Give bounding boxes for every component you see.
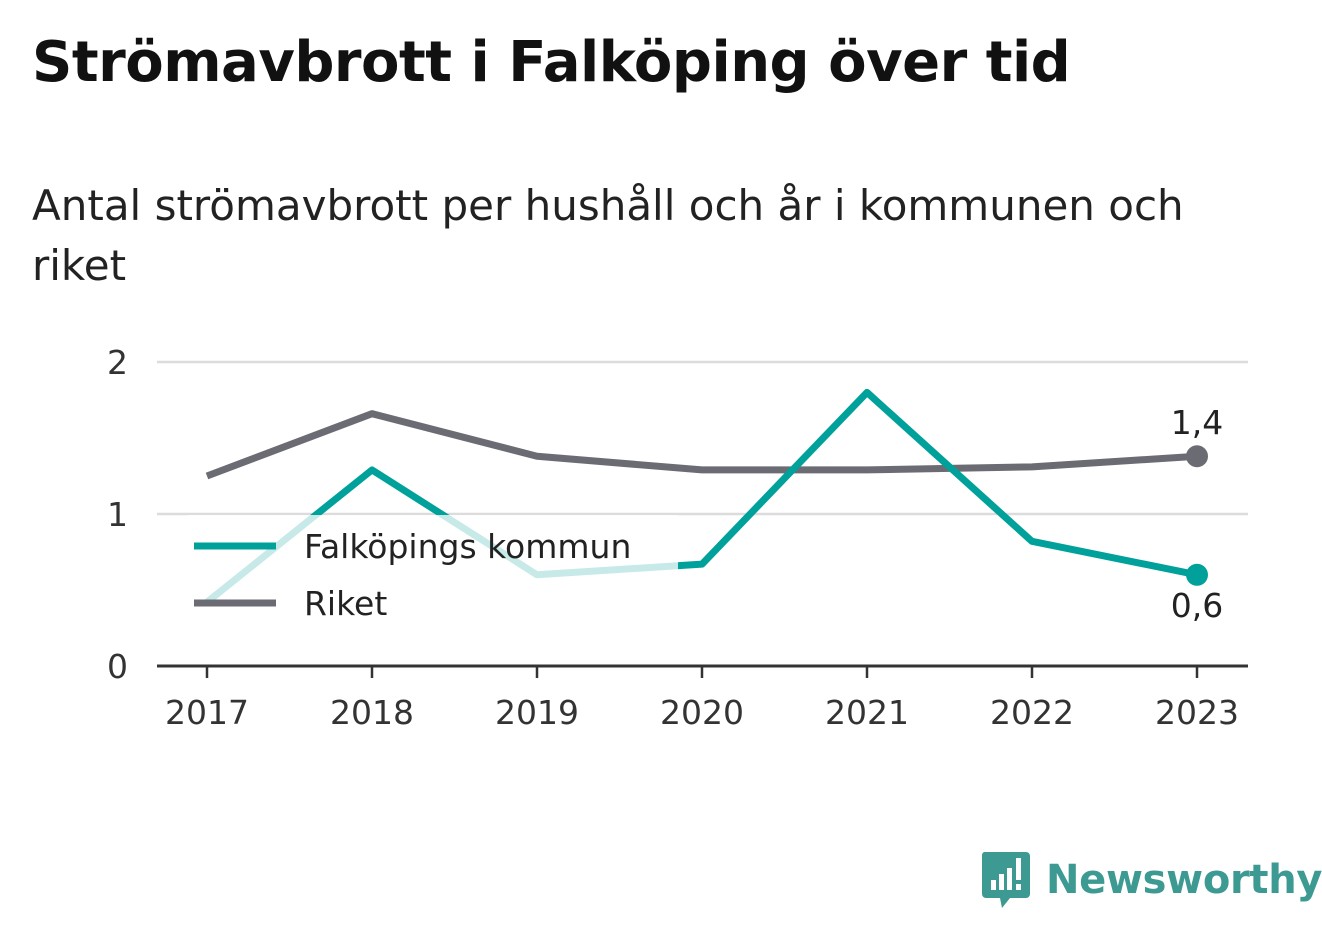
x-tick-label: 2021 [825, 693, 909, 732]
chart-subtitle: Antal strömavbrott per hushåll och år i … [32, 181, 1184, 290]
y-gridlines [157, 360, 1248, 516]
end-marker [1186, 445, 1208, 468]
y-tick-label: 1 [107, 495, 128, 534]
chart-title: Strömavbrott i Falköping över tid [32, 30, 1071, 95]
x-tick-label: 2017 [165, 693, 249, 732]
x-tick-label: 2023 [1155, 693, 1239, 732]
legend: Falköpings kommun Riket [188, 515, 678, 633]
x-tick-label: 2019 [495, 693, 579, 732]
x-axis: 2017 2018 2019 2020 2021 2022 2023 [157, 664, 1248, 732]
series-line-falkopings-kommun [204, 388, 1198, 605]
x-tick-label: 2020 [660, 693, 744, 732]
brand-logo: Newsworthy [980, 850, 1322, 910]
end-marker [1186, 563, 1208, 586]
legend-background [188, 515, 678, 633]
series-lines [204, 388, 1198, 605]
brand-name: Newsworthy [1046, 857, 1322, 903]
x-tick-label: 2018 [330, 693, 414, 732]
end-value-label: 0,6 [1171, 586, 1223, 625]
legend-label: Falköpings kommun [304, 527, 631, 566]
end-value-label: 1,4 [1171, 403, 1223, 442]
newsworthy-logo-icon [981, 852, 1030, 908]
end-markers: 0,6 1,4 [1171, 403, 1223, 625]
series-line-riket [205, 410, 1198, 480]
y-tick-label: 0 [107, 647, 128, 686]
legend-label: Riket [304, 584, 387, 623]
x-tick-label: 2022 [990, 693, 1074, 732]
y-tick-label: 2 [107, 343, 128, 382]
y-tick-labels: 0 1 2 [107, 343, 128, 686]
